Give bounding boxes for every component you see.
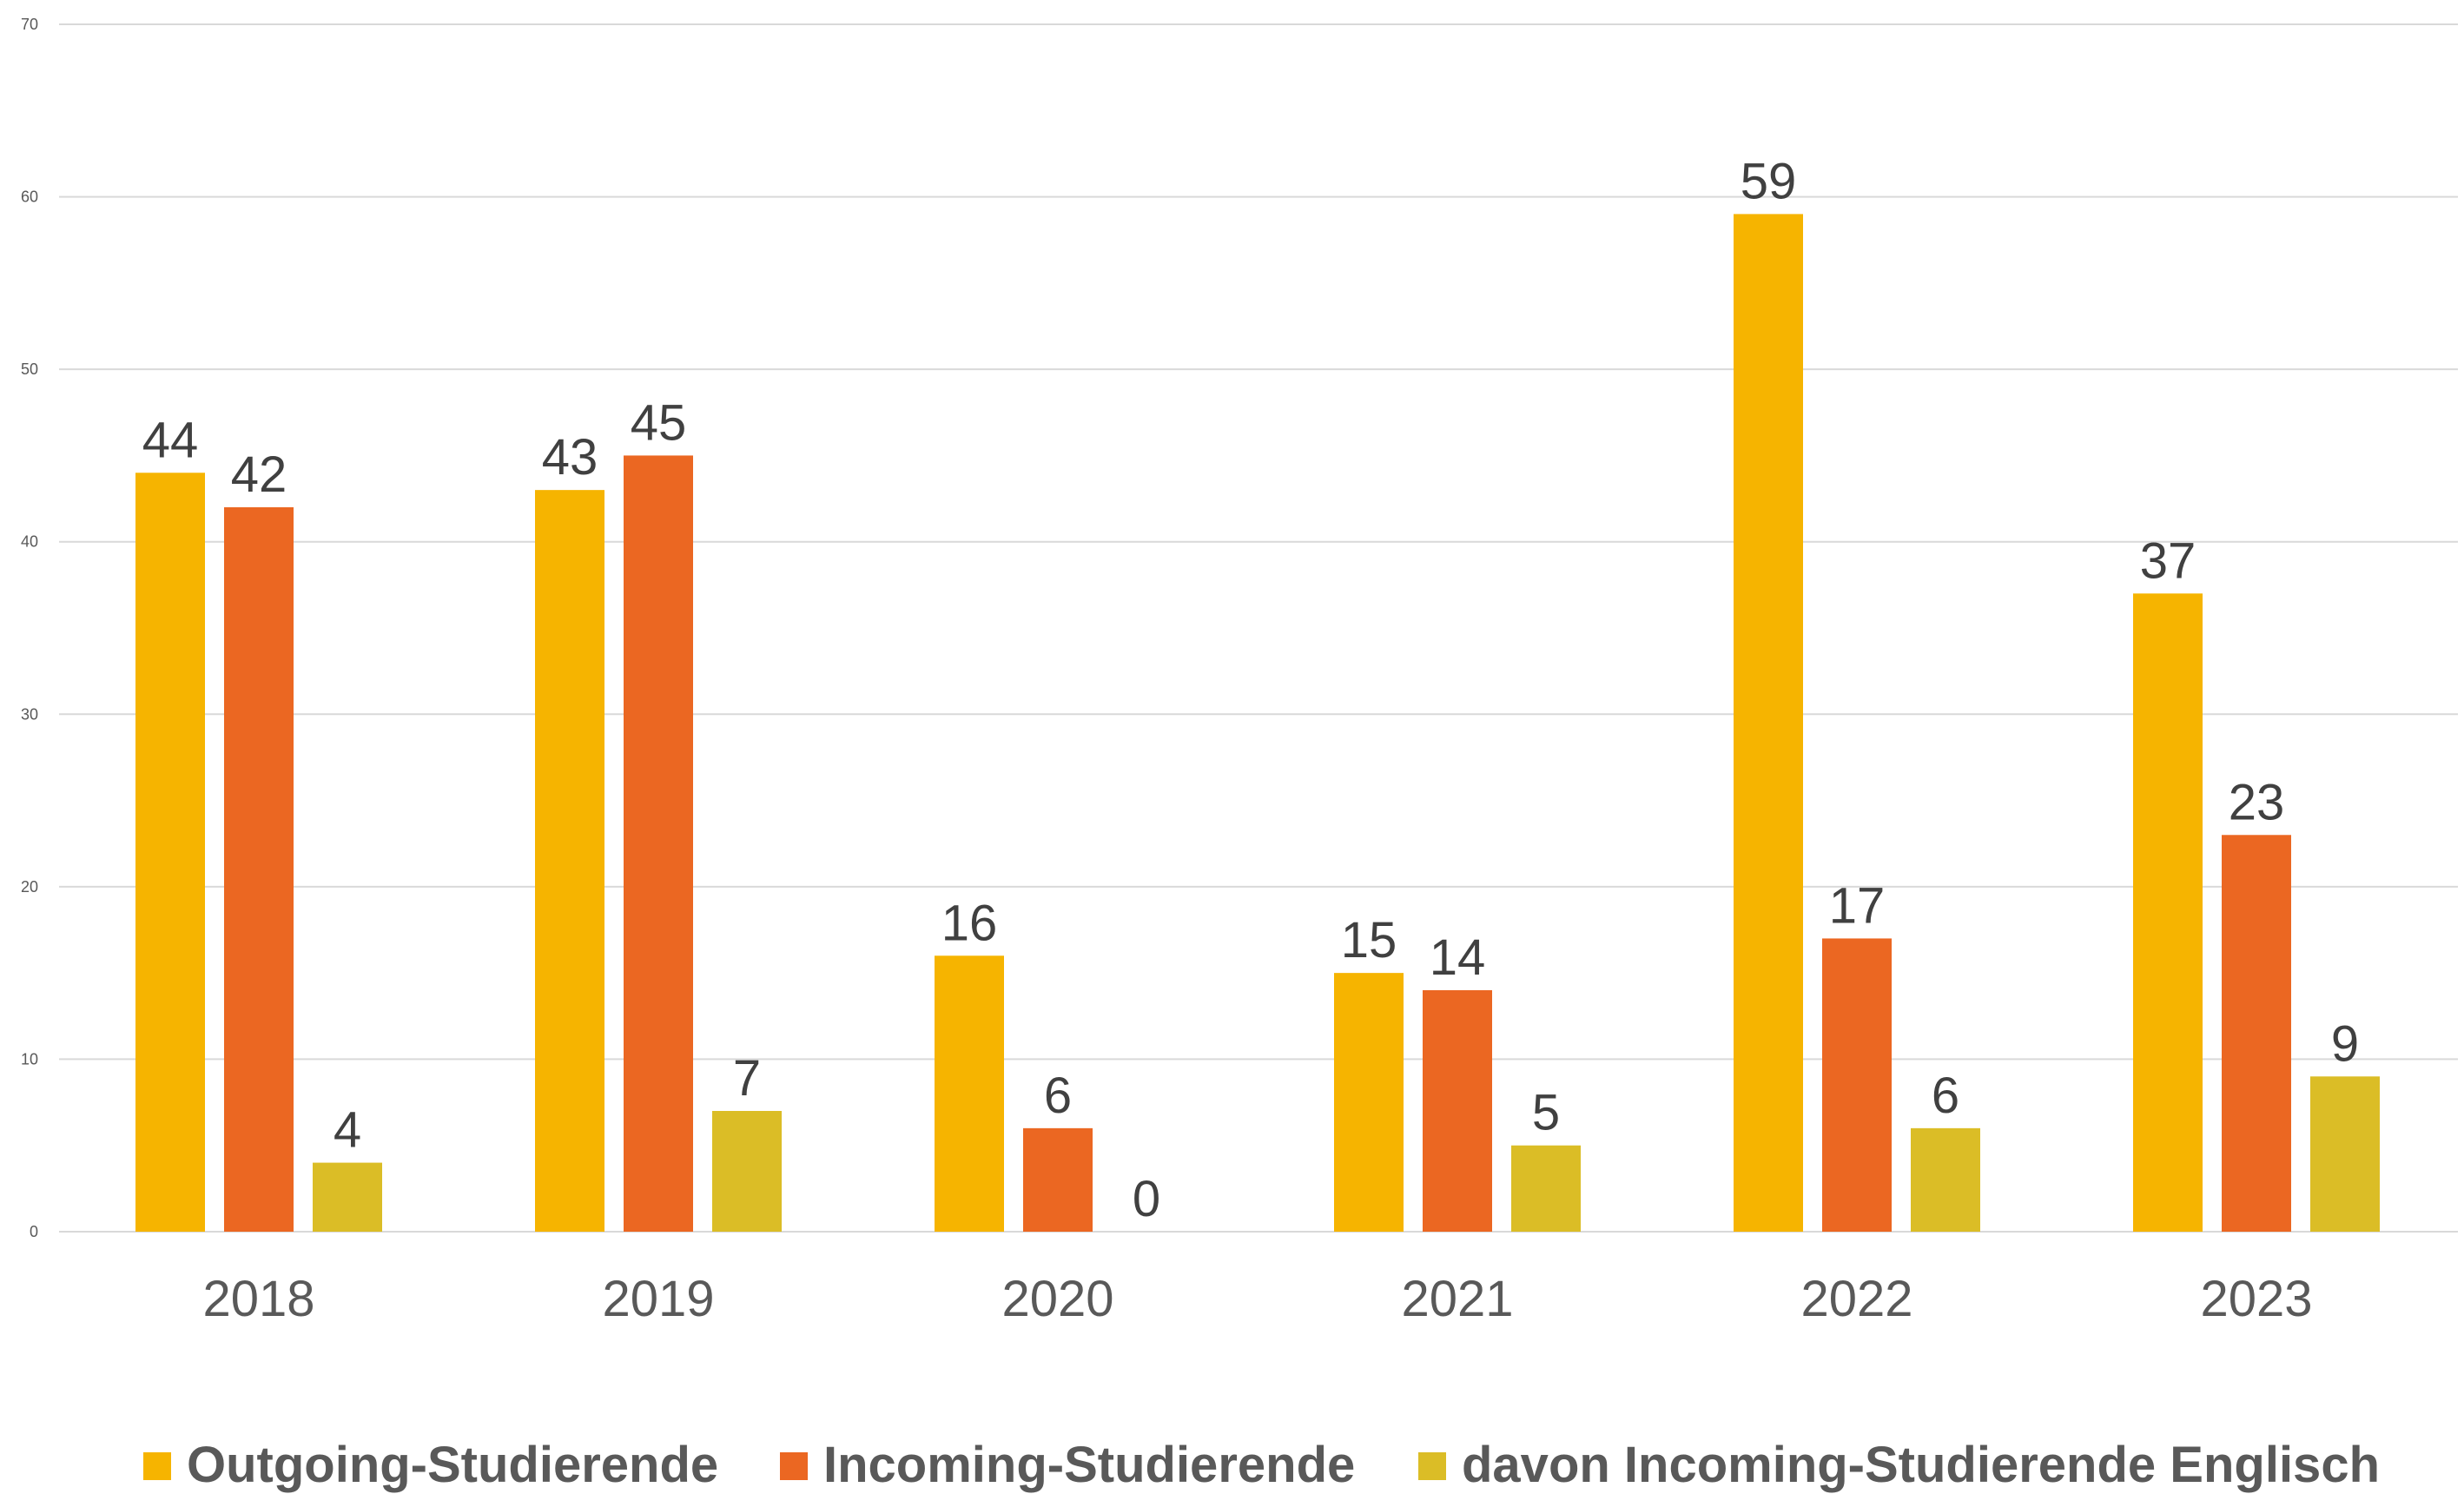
legend-label: davon Incoming-Studierende Englisch	[1462, 1437, 2380, 1493]
data-label: 15	[1341, 912, 1397, 968]
x-axis-ticks: 2018 2019 2020 2021 2022 2023	[202, 1271, 2312, 1327]
bar	[1911, 1127, 1980, 1232]
data-label: 9	[2331, 1015, 2359, 1072]
bar	[2310, 1076, 2380, 1232]
bar	[535, 490, 604, 1232]
bar	[1511, 1145, 1581, 1232]
bar	[313, 1162, 382, 1232]
y-axis-ticks: 0 10 20 30 40 50 60 70	[21, 16, 38, 1240]
y-tick-label: 10	[21, 1050, 38, 1068]
data-label: 16	[941, 895, 998, 951]
y-tick-label: 30	[21, 705, 38, 723]
y-tick-label: 70	[21, 16, 38, 33]
data-label: 0	[1133, 1171, 1160, 1227]
data-labels: 44 42 4 43 45 7 16 6 0 15 14 5 59 17 6 37 23 9	[142, 153, 2359, 1227]
data-label: 5	[1532, 1085, 1560, 1141]
x-tick-label: 2022	[1800, 1271, 1912, 1327]
data-label: 59	[1741, 153, 1797, 209]
gridlines	[59, 23, 2458, 1233]
data-label: 23	[2229, 774, 2285, 830]
data-label: 14	[1430, 929, 1486, 986]
x-tick-label: 2023	[2200, 1271, 2312, 1327]
data-label: 7	[733, 1050, 761, 1107]
bar	[1334, 973, 1404, 1232]
data-label: 37	[2140, 532, 2196, 589]
legend-swatch	[1418, 1452, 1446, 1480]
y-tick-label: 0	[30, 1223, 38, 1240]
legend-swatch	[780, 1452, 808, 1480]
bar	[1423, 990, 1492, 1232]
data-label: 6	[1932, 1068, 1959, 1124]
bar	[1023, 1127, 1093, 1232]
y-tick-label: 60	[21, 188, 38, 206]
y-tick-label: 40	[21, 533, 38, 551]
bar	[1822, 938, 1892, 1232]
data-label: 43	[542, 429, 598, 486]
bars	[135, 214, 2380, 1232]
data-label: 4	[334, 1102, 361, 1159]
bar	[712, 1111, 782, 1232]
y-tick-label: 50	[21, 360, 38, 378]
bar	[1734, 214, 1803, 1232]
x-tick-label: 2018	[202, 1271, 314, 1327]
legend-swatch	[143, 1452, 171, 1480]
data-label: 45	[631, 394, 687, 451]
data-label: 44	[142, 412, 199, 468]
data-label: 6	[1044, 1068, 1072, 1124]
x-tick-label: 2019	[602, 1271, 714, 1327]
data-label: 17	[1829, 877, 1886, 934]
data-label: 42	[231, 446, 287, 503]
legend-label: Outgoing-Studierende	[187, 1437, 718, 1493]
x-tick-label: 2020	[1001, 1271, 1113, 1327]
legend-label: Incoming-Studierende	[823, 1437, 1355, 1493]
bar	[135, 473, 205, 1232]
bar	[2133, 593, 2203, 1232]
y-tick-label: 20	[21, 878, 38, 896]
bar	[224, 507, 294, 1232]
legend: Outgoing-Studierende Incoming-Studierende…	[143, 1437, 2380, 1493]
bar	[935, 955, 1004, 1232]
x-tick-label: 2021	[1401, 1271, 1513, 1327]
bar	[624, 455, 693, 1232]
bar	[2222, 835, 2291, 1232]
